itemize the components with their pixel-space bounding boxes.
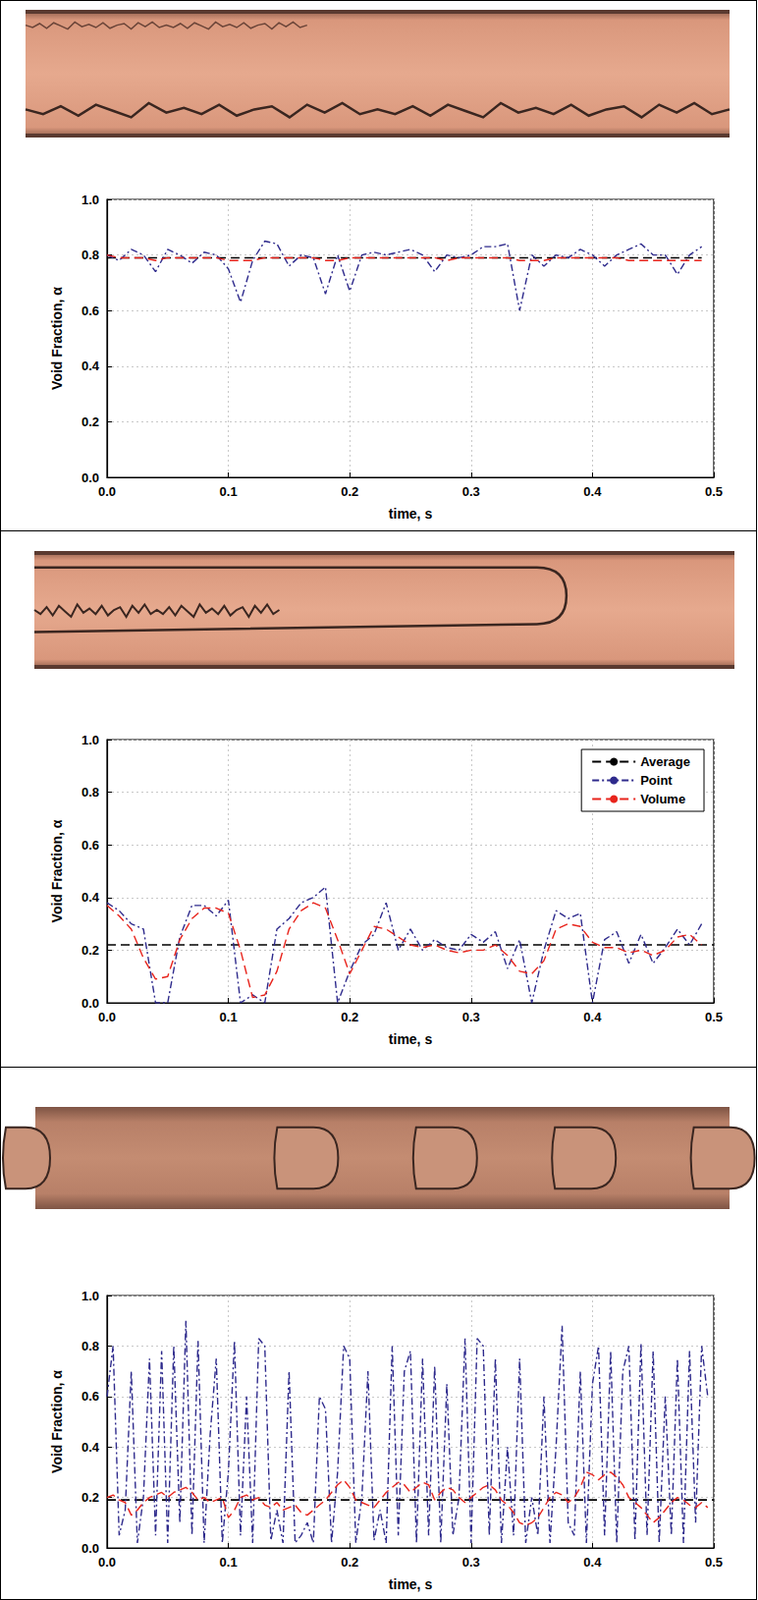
- svg-text:0.0: 0.0: [98, 1009, 116, 1025]
- svg-text:0.2: 0.2: [81, 1489, 100, 1505]
- svg-text:0.0: 0.0: [81, 470, 100, 486]
- svg-text:0.6: 0.6: [81, 1388, 100, 1404]
- svg-text:0.2: 0.2: [81, 942, 100, 958]
- svg-text:0.1: 0.1: [219, 1009, 238, 1025]
- svg-text:0.3: 0.3: [462, 484, 481, 499]
- svg-text:0.5: 0.5: [704, 1554, 723, 1570]
- svg-text:0.4: 0.4: [583, 484, 602, 499]
- svg-text:0.2: 0.2: [340, 1554, 359, 1570]
- svg-text:0.4: 0.4: [583, 1554, 602, 1570]
- svg-text:0.5: 0.5: [704, 484, 723, 499]
- svg-text:0.1: 0.1: [219, 484, 238, 499]
- svg-text:Volume: Volume: [640, 791, 686, 807]
- svg-text:Point: Point: [640, 772, 673, 788]
- svg-text:0.0: 0.0: [98, 1554, 116, 1570]
- svg-text:0.6: 0.6: [81, 303, 100, 319]
- svg-text:0.2: 0.2: [340, 484, 359, 499]
- svg-text:time, s: time, s: [388, 1575, 434, 1592]
- svg-text:0.3: 0.3: [462, 1554, 481, 1570]
- svg-text:0.0: 0.0: [98, 484, 116, 499]
- svg-text:time, s: time, s: [388, 1030, 434, 1047]
- svg-text:0.2: 0.2: [81, 414, 100, 430]
- svg-text:time, s: time, s: [388, 505, 434, 522]
- svg-text:0.0: 0.0: [81, 995, 100, 1011]
- svg-text:1.0: 1.0: [81, 732, 100, 748]
- svg-text:Void Fraction, α: Void Fraction, α: [49, 818, 65, 922]
- svg-text:0.2: 0.2: [340, 1009, 359, 1025]
- svg-text:0.3: 0.3: [462, 1009, 481, 1025]
- svg-text:0.0: 0.0: [81, 1540, 100, 1556]
- svg-text:0.5: 0.5: [704, 1009, 723, 1025]
- svg-text:0.4: 0.4: [81, 889, 101, 905]
- svg-text:0.1: 0.1: [219, 1554, 238, 1570]
- svg-text:0.4: 0.4: [583, 1009, 602, 1025]
- svg-text:1.0: 1.0: [81, 1288, 100, 1303]
- svg-text:0.6: 0.6: [81, 837, 100, 853]
- svg-text:0.8: 0.8: [81, 247, 100, 263]
- svg-text:Average: Average: [640, 754, 691, 769]
- svg-text:0.4: 0.4: [81, 1439, 101, 1455]
- svg-text:Void Fraction, α: Void Fraction, α: [49, 286, 65, 390]
- svg-text:0.8: 0.8: [81, 1338, 100, 1354]
- svg-text:0.8: 0.8: [81, 784, 100, 800]
- svg-text:0.4: 0.4: [81, 358, 101, 374]
- svg-text:1.0: 1.0: [81, 192, 100, 208]
- svg-text:Void Fraction, α: Void Fraction, α: [49, 1369, 65, 1473]
